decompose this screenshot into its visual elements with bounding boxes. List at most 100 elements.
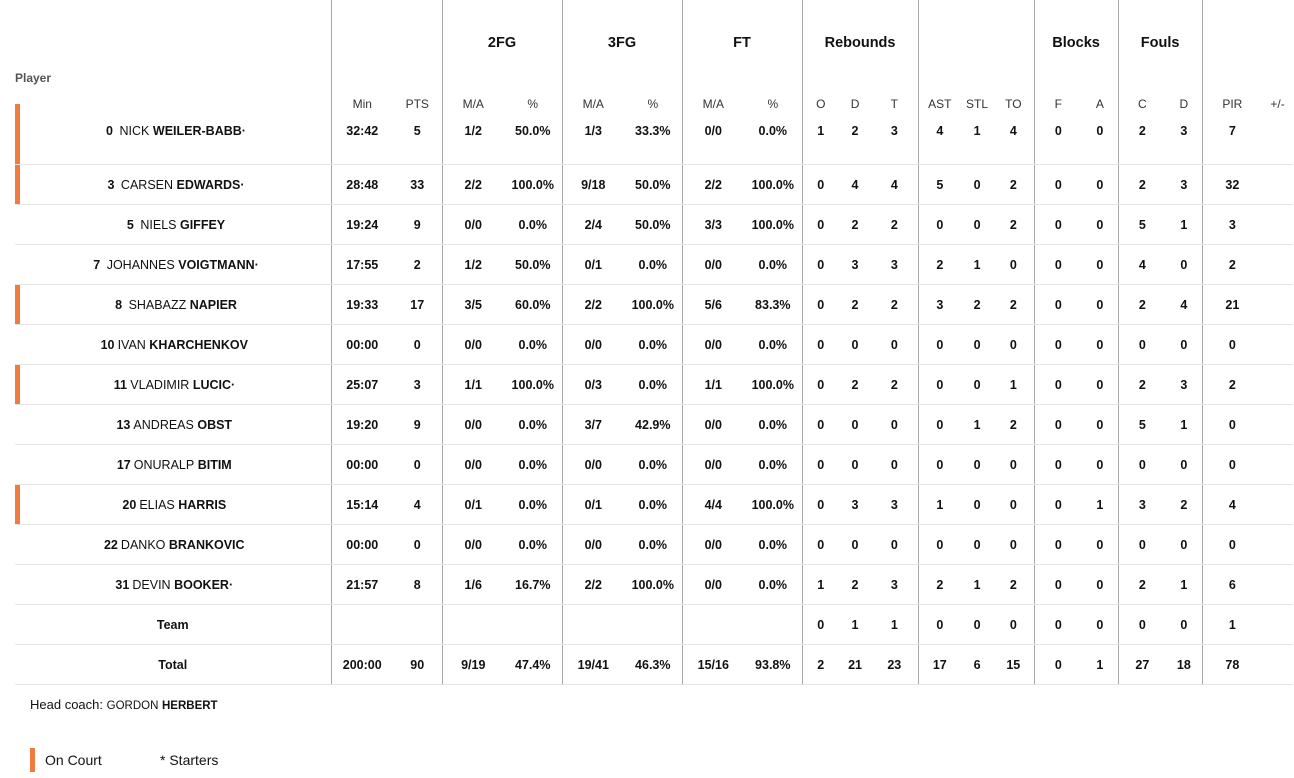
- player-last-name[interactable]: BRANKOVIC: [168, 537, 245, 552]
- player-row[interactable]: 8 SHABAZZ NAPIER 19:33 17 3/5 60.0% 2/2 100.0% 5…: [15, 284, 1294, 325]
- player-first-name[interactable]: JOHANNES: [106, 257, 175, 272]
- player-last-name[interactable]: NAPIER: [189, 297, 237, 312]
- player-last-name[interactable]: LUCIC: [192, 377, 232, 392]
- player-first-name[interactable]: ONURALP: [133, 457, 195, 472]
- turnovers-cell: 0: [993, 444, 1035, 485]
- turnovers-cell: 0: [993, 324, 1035, 365]
- player-row[interactable]: 7 JOHANNES VOIGTMANN· 17:55 2 1/2 50.0% 0/1 0.0…: [15, 244, 1294, 285]
- fouls-committed-cell: 4: [1117, 244, 1167, 285]
- player-last-name[interactable]: BOOKER: [174, 577, 229, 592]
- player-number: 7: [93, 257, 101, 272]
- player-row[interactable]: 31 DEVIN BOOKER· 21:57 8 1/6 16.7% 2/2 100.0% 0/…: [15, 564, 1294, 605]
- player-first-name[interactable]: IVAN: [117, 337, 146, 352]
- blocks-favor-column-header[interactable]: F: [1033, 57, 1083, 114]
- ft-ma-column-header[interactable]: M/A: [681, 57, 745, 114]
- pir-cell: 0: [1201, 444, 1263, 485]
- fg2-ma-column-header[interactable]: M/A: [441, 57, 504, 114]
- defensive-rebounds-column-header[interactable]: D: [850, 97, 860, 111]
- player-first-name[interactable]: CARSEN: [120, 177, 174, 192]
- fg3-percentage-cell: 100.0%: [624, 284, 683, 325]
- player-last-name[interactable]: OBST: [197, 417, 233, 432]
- pir-column-header[interactable]: PIR: [1201, 57, 1263, 114]
- ft-percentage-cell: 83.3%: [744, 284, 803, 325]
- player-row[interactable]: 11 VLADIMIR LUCIC· 25:07 3 1/1 100.0% 0/3 0.0% 1…: [15, 364, 1294, 405]
- steals-column-header[interactable]: STL: [966, 97, 989, 111]
- player-number: 22: [103, 537, 118, 552]
- fouls-committed-column-header[interactable]: C: [1117, 57, 1167, 114]
- player-row[interactable]: 22 DANKO BRANKOVIC 00:00 0 0/0 0.0% 0/0 0.0% 0/0…: [15, 524, 1294, 565]
- player-column-header[interactable]: Player: [15, 71, 52, 85]
- fg2-made-attempted-cell: [441, 604, 504, 645]
- player-row[interactable]: 3 CARSEN EDWARDS· 28:48 33 2/2 100.0% 9/18 50.0…: [15, 164, 1294, 205]
- total-rebounds-cell: 0: [871, 524, 919, 565]
- defensive-rebounds-cell: 3: [839, 484, 872, 525]
- blocks-against-cell: 0: [1082, 284, 1119, 325]
- group-blocks: Blocks: [1033, 0, 1119, 57]
- player-first-name[interactable]: ANDREAS: [133, 417, 194, 432]
- offensive-rebounds-column-header[interactable]: O: [801, 57, 840, 114]
- player-name-cell: 5 NIELS GIFFEY: [15, 204, 331, 245]
- player-row[interactable]: 10 IVAN KHARCHENKOV 00:00 0 0/0 0.0% 0/0 0.0% 0/…: [15, 324, 1294, 365]
- defensive-rebounds-cell: 21: [839, 644, 872, 685]
- minutes-cell: 21:57: [330, 564, 393, 605]
- player-last-name[interactable]: EDWARDS: [176, 177, 241, 192]
- fg3-pct-column-header[interactable]: %: [647, 97, 659, 111]
- plus-minus-cell: [1262, 404, 1294, 445]
- fg3-ma-column-header[interactable]: M/A: [561, 57, 625, 114]
- offensive-rebounds-cell: 0: [801, 164, 840, 205]
- total-rebounds-cell: 2: [871, 204, 919, 245]
- player-last-name[interactable]: WEILER-BABB: [152, 124, 242, 138]
- turnovers-cell: 0: [993, 524, 1035, 565]
- turnovers-column-header[interactable]: TO: [1005, 97, 1022, 111]
- player-first-name[interactable]: NIELS: [140, 217, 177, 232]
- ft-percentage-cell: 100.0%: [744, 484, 803, 525]
- player-first-name[interactable]: NICK: [119, 124, 150, 138]
- defensive-rebounds-cell: 0: [839, 444, 872, 485]
- min-column-header[interactable]: Min: [330, 57, 393, 114]
- offensive-rebounds-cell: 0: [801, 404, 840, 445]
- player-row[interactable]: 17 ONURALP BITIM 00:00 0 0/0 0.0% 0/0 0.0% 0/0 0.…: [15, 444, 1294, 485]
- player-row[interactable]: 0 NICK WEILER-BABB· 32:42 5 1/2 50.0% 1/3 33.3%…: [15, 104, 1294, 165]
- fouls-drawn-cell: 0: [1166, 524, 1203, 565]
- plus-minus-cell: [1262, 564, 1294, 605]
- assists-column-header[interactable]: AST: [917, 57, 962, 114]
- starter-mark: ·: [241, 124, 246, 138]
- total-rebounds-cell: 0: [871, 444, 919, 485]
- plus-minus-column-header[interactable]: +/-: [1270, 97, 1285, 111]
- ft-pct-column-header[interactable]: %: [767, 97, 779, 111]
- fg3-made-attempted-cell: 2/4: [561, 204, 625, 245]
- player-row[interactable]: 20 ELIAS HARRIS 15:14 4 0/1 0.0% 0/1 0.0% 4/4 100…: [15, 484, 1294, 525]
- fouls-committed-cell: 2: [1117, 164, 1167, 205]
- blocks-favor-cell: 0: [1033, 524, 1083, 565]
- fg2-percentage-cell: 0.0%: [504, 204, 563, 245]
- fg2-percentage-cell: 0.0%: [504, 524, 563, 565]
- total-label-cell: Total: [15, 644, 331, 685]
- player-last-name[interactable]: BITIM: [197, 457, 232, 472]
- steals-cell: 1: [961, 114, 994, 165]
- player-last-name[interactable]: KHARCHENKOV: [149, 337, 248, 352]
- blocks-against-cell: 1: [1082, 484, 1119, 525]
- player-first-name[interactable]: SHABAZZ: [128, 297, 187, 312]
- total-rebounds-column-header[interactable]: T: [890, 97, 898, 111]
- ft-made-attempted-cell: 0/0: [681, 324, 745, 365]
- fouls-drawn-cell: 3: [1166, 114, 1203, 165]
- fouls-drawn-cell: 1: [1166, 404, 1203, 445]
- player-last-name[interactable]: HARRIS: [178, 497, 227, 512]
- ft-made-attempted-cell: 0/0: [681, 444, 745, 485]
- player-first-name[interactable]: DANKO: [120, 537, 166, 552]
- player-row[interactable]: 5 NIELS GIFFEY 19:24 9 0/0 0.0% 2/4 50.0% 3/3 100…: [15, 204, 1294, 245]
- pts-column-header[interactable]: PTS: [405, 97, 429, 111]
- pir-cell: 3: [1201, 204, 1263, 245]
- fouls-drawn-column-header[interactable]: D: [1179, 97, 1189, 111]
- player-last-name[interactable]: GIFFEY: [179, 217, 226, 232]
- points-cell: 8: [393, 564, 442, 605]
- player-first-name[interactable]: ELIAS: [139, 497, 175, 512]
- player-first-name[interactable]: DEVIN: [132, 577, 171, 592]
- player-last-name[interactable]: VOIGTMANN: [178, 257, 255, 272]
- player-first-name[interactable]: VLADIMIR: [130, 377, 190, 392]
- ft-made-attempted-cell: 5/6: [681, 284, 745, 325]
- fg2-pct-column-header[interactable]: %: [527, 97, 539, 111]
- blocks-against-column-header[interactable]: A: [1095, 97, 1104, 111]
- player-row[interactable]: 13 ANDREAS OBST 19:20 9 0/0 0.0% 3/7 42.9% 0/0 0.…: [15, 404, 1294, 445]
- defensive-rebounds-cell: 1: [839, 604, 872, 645]
